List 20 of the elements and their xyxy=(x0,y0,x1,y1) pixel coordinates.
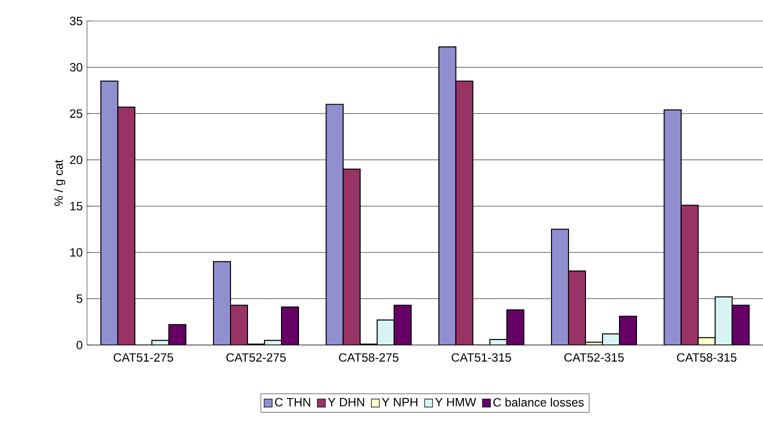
x-tick-label: CAT52-275 xyxy=(226,353,286,362)
y-axis-title: % / g cat xyxy=(54,160,66,206)
y-tick-label: 35 xyxy=(70,16,82,26)
legend-label: Y HMW xyxy=(435,398,476,406)
legend-label: Y DHN xyxy=(328,398,364,406)
legend-label: Y NPH xyxy=(382,398,418,406)
y-tick-label: 15 xyxy=(70,202,82,210)
x-tick-label: CAT58-275 xyxy=(339,353,398,362)
y-tick-label: 20 xyxy=(70,156,82,164)
y-tick-label: 5 xyxy=(76,294,82,303)
x-tick-label: CAT58-315 xyxy=(677,353,736,362)
y-tick-label: 25 xyxy=(70,109,82,118)
legend-label: C balance losses xyxy=(493,398,584,407)
y-tick-label: 10 xyxy=(70,248,82,257)
y-tick-label: 30 xyxy=(70,63,82,72)
x-tick-label: CAT52-315 xyxy=(564,353,624,362)
y-tick-label: 0 xyxy=(76,340,82,350)
x-tick-label: CAT51-275 xyxy=(114,353,174,362)
legend-label: C THN xyxy=(275,398,310,406)
x-tick-label: CAT51-315 xyxy=(452,353,512,362)
